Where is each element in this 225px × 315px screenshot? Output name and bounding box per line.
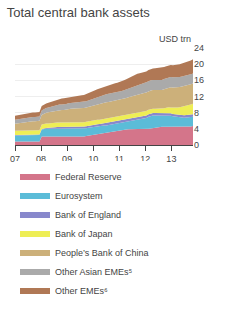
svg-text:Other Asian EMEs⁵: Other Asian EMEs⁵: [55, 267, 133, 277]
svg-text:USD trn: USD trn: [159, 34, 191, 44]
svg-text:08: 08: [36, 153, 47, 164]
svg-text:Other EMEs⁶: Other EMEs⁶: [55, 286, 108, 296]
svg-text:Total central bank assets: Total central bank assets: [7, 5, 151, 20]
svg-text:Eurosystem: Eurosystem: [55, 191, 103, 201]
svg-text:24: 24: [194, 43, 204, 53]
svg-text:13: 13: [166, 154, 176, 164]
svg-text:12: 12: [140, 153, 151, 164]
svg-text:Bank of Japan: Bank of Japan: [55, 229, 113, 239]
svg-text:20: 20: [194, 59, 204, 69]
svg-text:8: 8: [194, 108, 199, 118]
svg-text:12: 12: [194, 92, 204, 102]
svg-text:Bank of England: Bank of England: [55, 210, 121, 220]
svg-text:10: 10: [88, 153, 99, 164]
svg-text:Federal Reserve: Federal Reserve: [55, 172, 122, 182]
svg-text:11: 11: [114, 153, 124, 164]
svg-text:09: 09: [62, 153, 73, 164]
svg-text:4: 4: [194, 124, 199, 134]
svg-text:0: 0: [194, 140, 199, 150]
svg-text:16: 16: [194, 75, 204, 85]
svg-text:People’s Bank of China: People’s Bank of China: [55, 248, 148, 258]
svg-text:07: 07: [10, 153, 20, 164]
